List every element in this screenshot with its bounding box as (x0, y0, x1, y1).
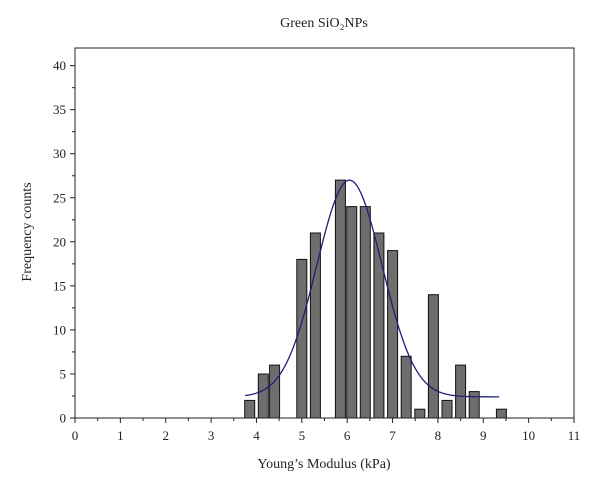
histogram-bar (414, 408, 426, 419)
histogram-bar (296, 258, 308, 419)
y-tick-label: 15 (53, 278, 66, 293)
y-axis: 0 5 10 15 20 25 30 35 40 (53, 58, 75, 426)
y-tick-label: 0 (60, 411, 67, 426)
histogram-bar (427, 294, 439, 419)
histogram-bar (334, 179, 346, 419)
histogram-bar (373, 232, 385, 419)
x-tick-label: 7 (389, 428, 396, 443)
histogram-bar (359, 206, 371, 419)
histogram-bar (441, 399, 453, 419)
x-tick-label: 8 (435, 428, 442, 443)
histogram-bar (468, 391, 480, 419)
x-axis: 0 1 2 3 4 5 6 7 8 9 10 11 (72, 418, 581, 443)
histogram-bar (346, 206, 358, 419)
histogram-bar (244, 399, 256, 419)
histogram-bar (400, 355, 412, 419)
y-tick-label: 25 (53, 190, 66, 205)
y-axis-label: Frequency counts (20, 182, 35, 281)
x-tick-label: 0 (72, 428, 79, 443)
y-tick-label: 20 (53, 234, 66, 249)
x-axis-label: Young’s Modulus (kPa) (257, 457, 390, 472)
y-tick-label: 35 (53, 102, 66, 117)
y-tick-label: 40 (53, 58, 66, 73)
histogram-bar (257, 373, 269, 419)
x-tick-label: 10 (522, 428, 535, 443)
y-tick-label: 30 (53, 146, 66, 161)
histogram-bar (309, 232, 321, 419)
x-tick-label: 2 (162, 428, 169, 443)
histogram-bar (455, 364, 467, 419)
chart-title: Green SiO₂NPs (280, 16, 368, 31)
x-tick-label: 11 (568, 428, 581, 443)
histogram-bar (269, 364, 281, 419)
x-tick-label: 6 (344, 428, 351, 443)
histogram-bar (387, 250, 399, 419)
bars-group (244, 179, 507, 419)
gaussian-fit-curve (245, 179, 500, 398)
x-tick-label: 1 (117, 428, 124, 443)
histogram-bar (495, 408, 507, 419)
x-tick-label: 3 (208, 428, 215, 443)
y-tick-label: 10 (53, 322, 66, 337)
x-tick-label: 5 (299, 428, 306, 443)
x-tick-label: 9 (480, 428, 487, 443)
x-tick-label: 4 (253, 428, 260, 443)
y-tick-label: 5 (60, 366, 67, 381)
